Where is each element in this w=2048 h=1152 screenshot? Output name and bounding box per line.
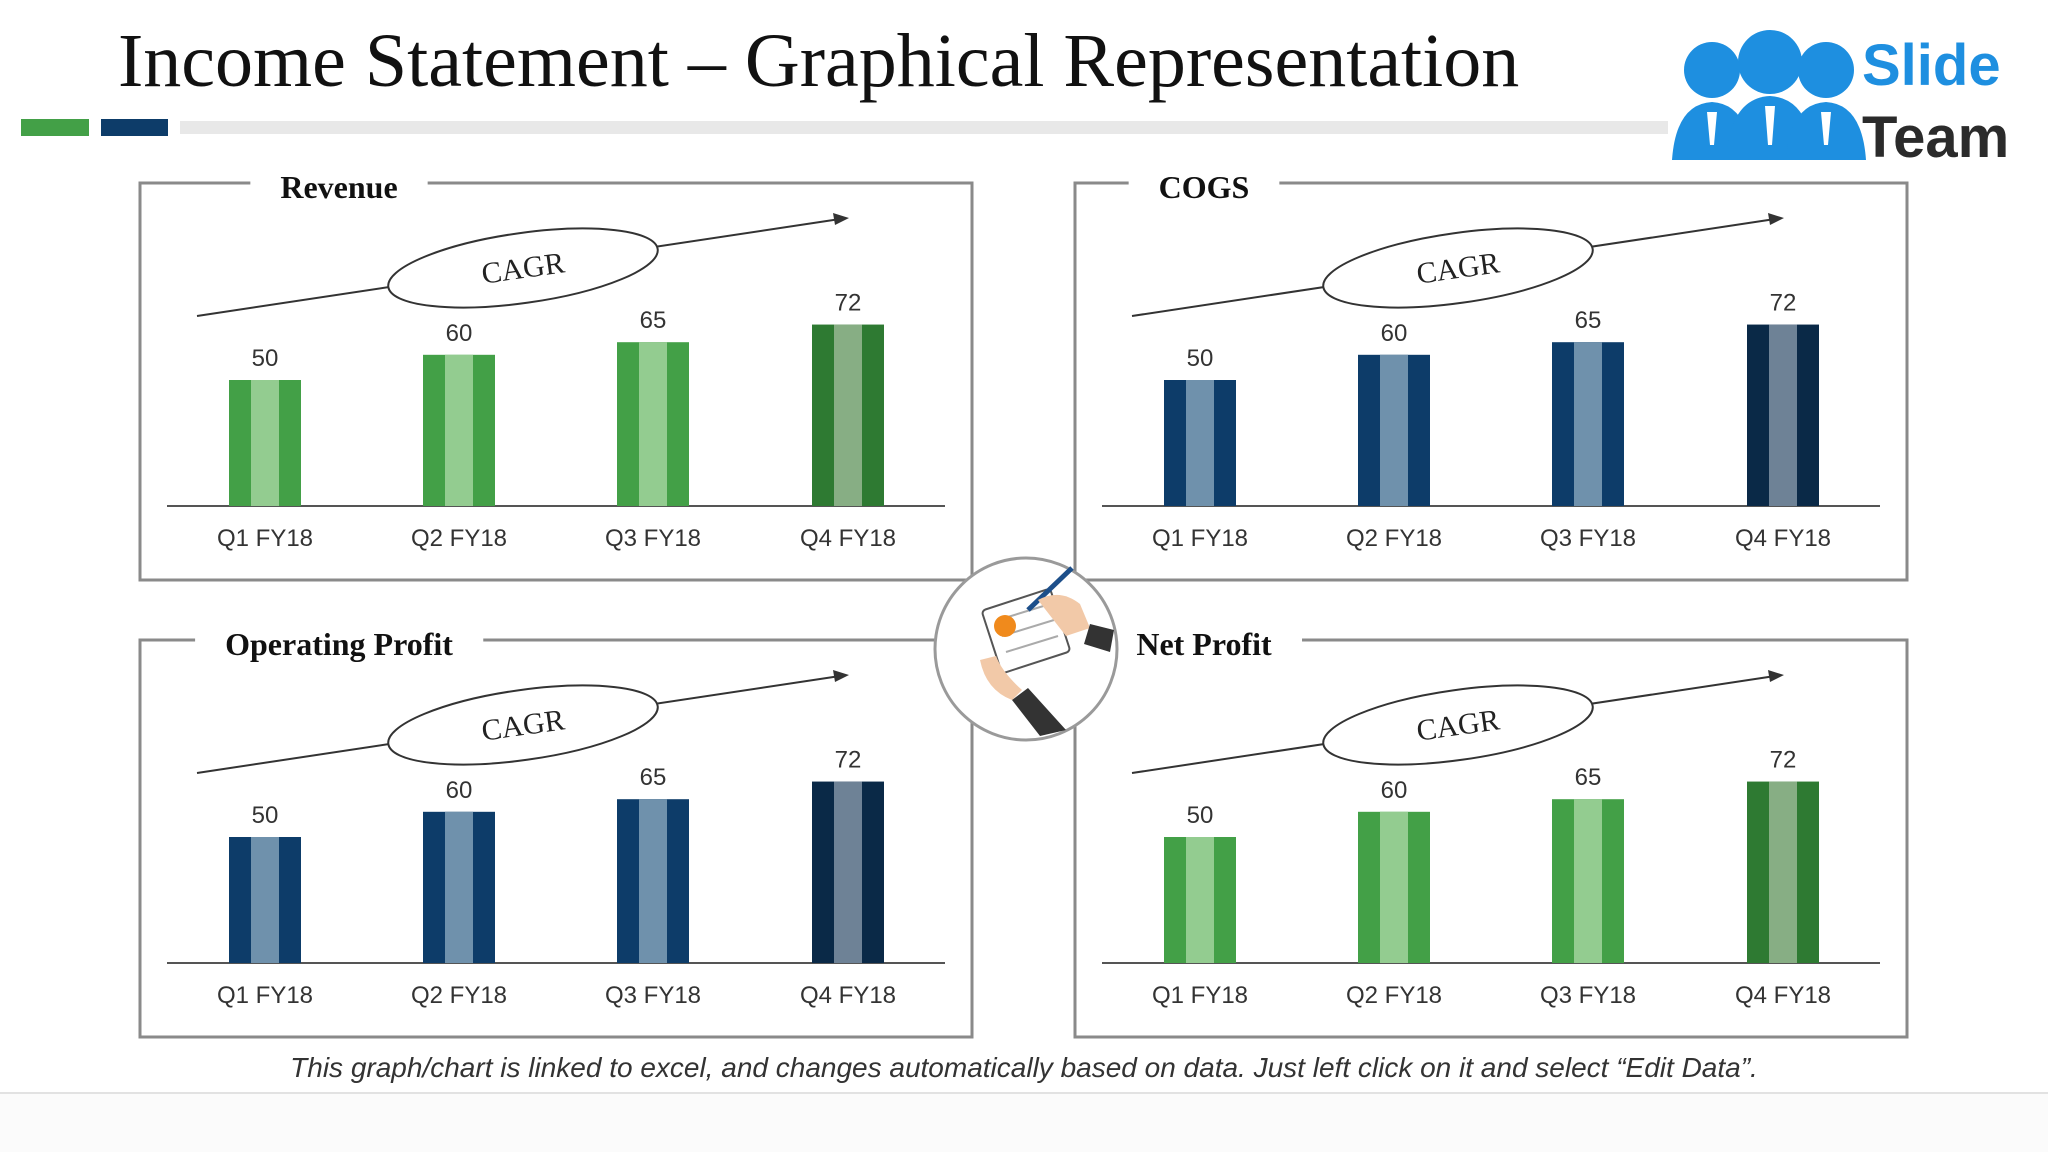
logo-head [1798, 42, 1854, 98]
category-label: Q2 FY18 [1346, 525, 1442, 552]
category-label: Q2 FY18 [411, 982, 507, 1009]
category-label: Q4 FY18 [800, 525, 896, 552]
title-gap [250, 177, 428, 189]
value-label: 60 [1381, 320, 1408, 347]
title-gap [195, 634, 484, 646]
bar-stripe [834, 324, 862, 506]
bar-stripe [1186, 380, 1214, 506]
icon-sleeve [1084, 624, 1114, 652]
value-label: 60 [446, 777, 473, 804]
value-label: 60 [1381, 777, 1408, 804]
icon-sleeve [1012, 688, 1066, 736]
value-label: 50 [1187, 345, 1214, 372]
category-label: Q4 FY18 [1735, 525, 1831, 552]
accent-navy [101, 119, 168, 136]
footnote: This graph/chart is linked to excel, and… [290, 1052, 1758, 1083]
bottom-band [0, 1093, 2048, 1152]
annotation-ellipse [387, 684, 659, 766]
bar-stripe [1380, 811, 1408, 963]
title-gap [1128, 177, 1280, 189]
title-rule [180, 121, 2024, 134]
value-label: 50 [252, 802, 279, 829]
category-label: Q2 FY18 [411, 525, 507, 552]
category-label: Q3 FY18 [1540, 982, 1636, 1009]
bar-stripe [445, 811, 473, 963]
bar-stripe [1574, 342, 1602, 506]
chart-title: Net Profit [1136, 626, 1272, 662]
logo-ties [1707, 106, 1831, 145]
center-icon [933, 556, 1119, 742]
bar-stripe [834, 781, 862, 963]
category-label: Q1 FY18 [1152, 525, 1248, 552]
category-label: Q4 FY18 [1735, 982, 1831, 1009]
slide-title: Income Statement – Graphical Representat… [118, 19, 1519, 103]
bar-stripe [445, 354, 473, 506]
bar-stripe [639, 342, 667, 506]
logo-line2: Team [1862, 105, 2009, 170]
bar-stripe [1769, 324, 1797, 506]
value-label: 72 [1770, 290, 1797, 317]
category-label: Q3 FY18 [605, 982, 701, 1009]
bar-stripe [251, 380, 279, 506]
category-label: Q2 FY18 [1346, 982, 1442, 1009]
icon-pen [1026, 566, 1074, 612]
bar-stripe [1574, 799, 1602, 963]
icon-hand [980, 656, 1022, 700]
bar-stripe [1186, 837, 1214, 963]
chart-title: Revenue [280, 169, 397, 205]
category-label: Q1 FY18 [1152, 982, 1248, 1009]
category-label: Q1 FY18 [217, 525, 313, 552]
arrow-head [1768, 213, 1784, 225]
value-label: 65 [1575, 307, 1602, 334]
category-label: Q4 FY18 [800, 982, 896, 1009]
value-label: 50 [252, 345, 279, 372]
logo: Slide Team [1668, 30, 2028, 170]
chart-title: COGS [1159, 169, 1250, 205]
icon-coin [994, 615, 1016, 637]
bar-stripe [1380, 354, 1408, 506]
value-label: 60 [446, 320, 473, 347]
annotation-ellipse [1322, 684, 1594, 766]
icon-hand [1038, 594, 1090, 636]
panel-frame [138, 638, 974, 1039]
panel-frame [138, 181, 974, 582]
value-label: 72 [1770, 747, 1797, 774]
value-label: 50 [1187, 802, 1214, 829]
logo-head [1738, 30, 1802, 94]
category-label: Q3 FY18 [605, 525, 701, 552]
icon-line [1005, 635, 1059, 653]
annotation-ellipse [387, 227, 659, 309]
bar-stripe [1769, 781, 1797, 963]
arrow-head [1768, 670, 1784, 682]
category-label: Q3 FY18 [1540, 525, 1636, 552]
panel-frame [1073, 638, 1909, 1039]
accent-green [21, 119, 89, 136]
value-label: 65 [640, 764, 667, 791]
arrow-head [833, 213, 849, 225]
value-label: 65 [640, 307, 667, 334]
category-label: Q1 FY18 [217, 982, 313, 1009]
value-label: 72 [835, 747, 862, 774]
logo-line1: Slide [1862, 33, 2001, 98]
chart-title: Operating Profit [225, 626, 453, 662]
panel-frame [1073, 181, 1909, 582]
logo-head [1684, 42, 1740, 98]
title-gap [1106, 634, 1303, 646]
value-label: 72 [835, 290, 862, 317]
bar-stripe [639, 799, 667, 963]
arrow-head [833, 670, 849, 682]
bar-stripe [251, 837, 279, 963]
value-label: 65 [1575, 764, 1602, 791]
annotation-ellipse [1322, 227, 1594, 309]
